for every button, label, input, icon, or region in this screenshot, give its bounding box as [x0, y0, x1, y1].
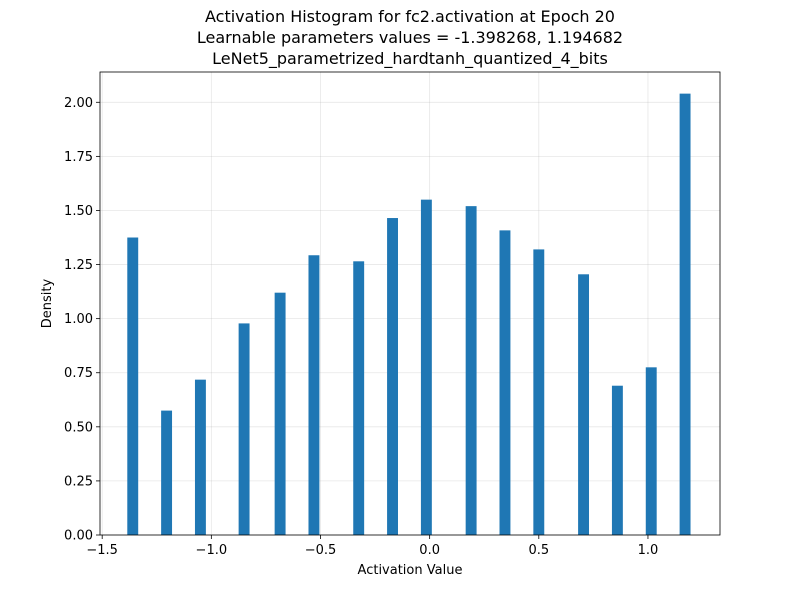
- histogram-bar: [533, 249, 545, 536]
- y-tick-label: 2.00: [64, 96, 93, 111]
- histogram-bar: [308, 255, 320, 535]
- x-tick-label: −0.5: [305, 543, 337, 558]
- histogram-bar: [578, 274, 590, 535]
- y-axis-label: Density: [40, 278, 55, 328]
- chart-title-line-3: LeNet5_parametrized_hardtanh_quantized_4…: [212, 49, 608, 69]
- x-tick-label: −1.5: [86, 543, 118, 558]
- histogram-bar: [420, 199, 432, 535]
- histogram-bar: [387, 218, 398, 535]
- x-axis-label: Activation Value: [358, 563, 463, 578]
- histogram-bar: [194, 379, 206, 535]
- y-axis: 0.00 0.25 0.50 0.75 1.00 1.25 1.50 1.75 2.00: [64, 96, 100, 544]
- chart-title-line-1: Activation Histogram for fc2.activation …: [205, 7, 615, 26]
- histogram-bar: [645, 367, 657, 535]
- histogram-bar: [161, 410, 173, 535]
- y-tick-label: 1.50: [64, 204, 93, 219]
- histogram-bar: [238, 323, 250, 535]
- histogram-bar: [274, 292, 286, 535]
- y-tick-label: 0.25: [64, 474, 93, 489]
- y-tick-label: 0.75: [64, 366, 93, 381]
- y-tick-label: 1.00: [64, 312, 93, 327]
- histogram-bar: [127, 237, 139, 535]
- x-tick-label: 1.0: [638, 543, 659, 558]
- chart-title-line-2: Learnable parameters values = -1.398268,…: [197, 28, 623, 47]
- histogram-bar: [353, 261, 365, 535]
- y-tick-label: 0.00: [64, 529, 93, 544]
- histogram-bar: [499, 230, 511, 536]
- x-tick-label: 0.0: [419, 543, 440, 558]
- histogram-bar: [611, 385, 623, 535]
- y-tick-label: 1.75: [64, 150, 93, 165]
- x-tick-label: −1.0: [196, 543, 228, 558]
- y-tick-label: 0.50: [64, 420, 93, 435]
- histogram-bar: [465, 206, 477, 535]
- x-axis: −1.5 −1.0 −0.5 0.0 0.5 1.0: [86, 535, 658, 558]
- histogram-bar: [679, 93, 691, 536]
- axes-frame: [99, 71, 721, 536]
- x-tick-label: 0.5: [528, 543, 549, 558]
- bars-layer: [127, 93, 691, 536]
- y-tick-label: 1.25: [64, 258, 93, 273]
